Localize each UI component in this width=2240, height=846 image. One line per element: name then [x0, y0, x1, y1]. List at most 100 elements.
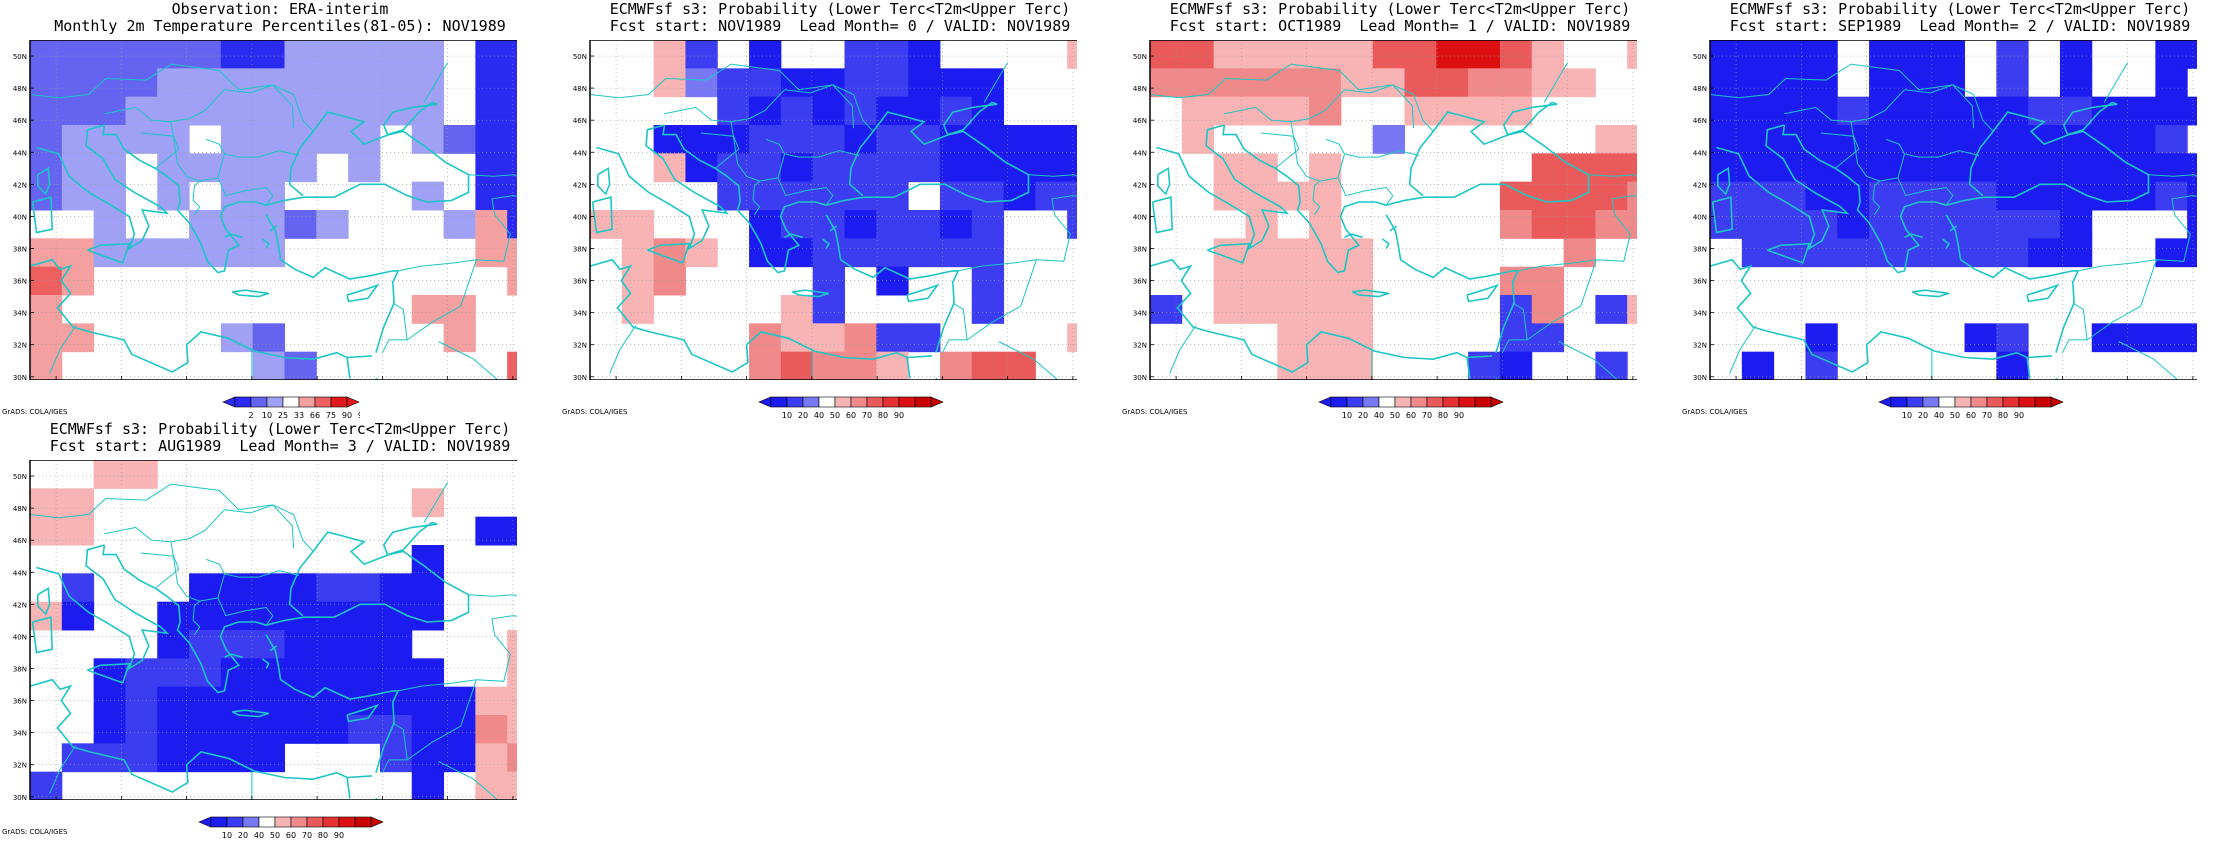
grid-cell — [507, 153, 517, 183]
grid-cell — [189, 238, 222, 268]
grid-cell — [284, 40, 317, 69]
grid-cell — [316, 125, 349, 154]
grid-cell — [1003, 351, 1036, 380]
grid-cell — [1067, 40, 1077, 69]
grid-cell — [1710, 68, 1743, 98]
grid-cell — [621, 238, 655, 268]
grads-credit: GrADS: COLA/IGES — [1682, 408, 1748, 416]
grid-cell — [1309, 40, 1342, 69]
colorbar-label: 70 — [301, 831, 311, 840]
grid-cell — [780, 351, 814, 380]
grid-cell — [1067, 153, 1077, 183]
map-frame — [589, 40, 1077, 380]
grid-cell — [749, 68, 782, 98]
colorbar-label: 60 — [1405, 411, 1415, 420]
grid-cell — [1277, 295, 1310, 324]
coastline — [942, 101, 998, 136]
grid-cell — [1869, 238, 1902, 268]
border-line — [1169, 325, 1197, 374]
grid-cell — [1531, 266, 1565, 296]
coastline — [906, 283, 940, 303]
grid-cell — [1563, 153, 1596, 183]
grid-cell — [2028, 181, 2061, 211]
grid-cell — [2155, 153, 2188, 183]
grid-cell — [2123, 323, 2156, 353]
grid-cell — [1372, 40, 1405, 69]
grid-cell — [220, 573, 254, 603]
lat-tick-label: 36N — [573, 278, 587, 286]
grid-cell — [2123, 96, 2156, 126]
border-line — [192, 600, 201, 621]
colorbar-label: 90 — [2013, 411, 2023, 420]
grid-cell — [1773, 40, 1806, 69]
map-plot: 50N48N46N44N42N40N38N36N34N32N30N10E15E2… — [13, 40, 517, 380]
panel-subtitle: Fcst start: NOV1989 Lead Month= 0 / VALI… — [609, 17, 1071, 35]
border-line — [104, 509, 225, 543]
colorbar-swatch — [850, 396, 867, 408]
grid-cell — [252, 743, 285, 773]
grid-cell — [844, 153, 877, 183]
colorbar-label: 50 — [829, 411, 839, 420]
panel-title: Observation: ERA-interim — [171, 0, 389, 18]
lat-tick-label: 36N — [13, 278, 27, 286]
lat-tick-label: 48N — [573, 85, 587, 93]
grid-cell — [2123, 153, 2156, 183]
lat-tick-label: 30N — [13, 374, 27, 380]
grid-cell — [443, 210, 476, 239]
map-plot: 50N48N46N44N42N40N38N36N34N32N30N10E15E2… — [573, 40, 1077, 380]
grid-cell — [93, 125, 126, 154]
coastline — [2026, 283, 2060, 303]
grid-cell — [1869, 125, 1902, 154]
grid-cell — [1595, 181, 1628, 211]
grid-cell — [93, 153, 126, 183]
grid-cell — [475, 153, 508, 183]
grid-cell — [908, 323, 941, 353]
coastline — [31, 196, 54, 234]
grid-cell — [1805, 125, 1838, 154]
colorbar-swatch — [314, 396, 331, 408]
border-line — [2103, 62, 2129, 103]
lat-tick-label: 34N — [1693, 310, 1707, 318]
lat-tick-label: 40N — [573, 213, 587, 221]
border-line — [1820, 132, 1860, 169]
grid-cell — [971, 266, 1005, 296]
grid-cell — [876, 40, 909, 69]
border-line — [2077, 195, 2197, 272]
border-line — [423, 482, 449, 523]
grid-cell — [1531, 323, 1565, 353]
colorbar-swatch — [2034, 396, 2051, 408]
border-line — [1501, 302, 1528, 353]
grid-cell — [157, 601, 190, 631]
lat-tick-label: 44N — [1693, 149, 1707, 157]
grid-cell — [507, 743, 517, 773]
grid-cell — [1309, 238, 1342, 268]
grid-cell — [93, 210, 126, 239]
lat-tick-label: 42N — [573, 181, 587, 189]
coastline — [1502, 101, 1558, 136]
grid-cell — [61, 181, 95, 211]
grid-cell — [1741, 153, 1775, 183]
grads-credit: GrADS: COLA/IGES — [1122, 408, 1188, 416]
map-frame — [29, 460, 517, 800]
grid-cell — [411, 715, 445, 744]
coastline — [591, 196, 614, 234]
colorbar-swatch — [898, 396, 915, 408]
grid-cell — [411, 96, 445, 126]
grid-cell — [812, 96, 845, 126]
grid-cell — [1436, 68, 1469, 98]
grid-cell — [125, 658, 158, 688]
grid-cell — [1245, 238, 1278, 268]
colorbar-label: 25 — [277, 411, 287, 420]
colorbar-label: 50 — [269, 831, 279, 840]
grid-cell — [844, 351, 877, 380]
border-line — [423, 62, 449, 103]
colorbar-label: 70 — [1981, 411, 1991, 420]
coastline — [224, 653, 243, 659]
colorbar-label: 50 — [1389, 411, 1399, 420]
grid-cell — [1710, 40, 1743, 69]
colorbar-swatch — [354, 816, 371, 828]
grads-credit: GrADS: COLA/IGES — [562, 408, 628, 416]
grid-cell — [507, 771, 517, 800]
grid-cell — [1900, 125, 1934, 154]
grid-cell — [1805, 96, 1838, 126]
